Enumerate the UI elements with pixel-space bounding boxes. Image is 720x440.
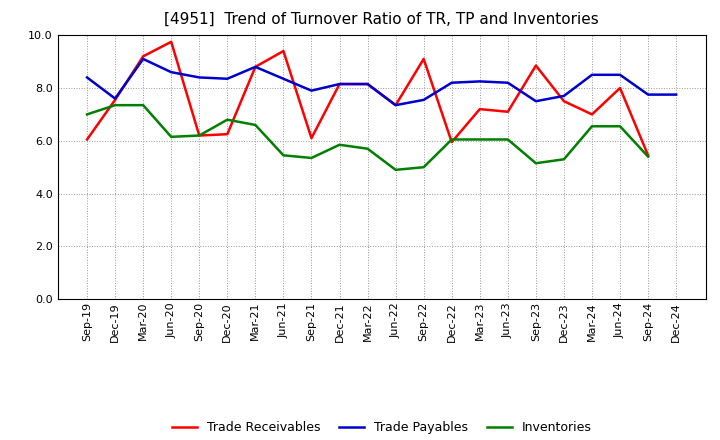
Inventories bbox=[307, 155, 316, 161]
Inventories bbox=[559, 157, 568, 162]
Trade Receivables bbox=[195, 133, 204, 138]
Trade Receivables bbox=[588, 112, 596, 117]
Inventories bbox=[616, 124, 624, 129]
Trade Payables bbox=[644, 92, 652, 97]
Trade Payables bbox=[588, 72, 596, 77]
Trade Payables bbox=[111, 96, 120, 101]
Trade Receivables bbox=[559, 99, 568, 104]
Inventories bbox=[83, 112, 91, 117]
Trade Payables bbox=[251, 64, 260, 70]
Trade Payables bbox=[419, 97, 428, 103]
Trade Receivables bbox=[503, 109, 512, 114]
Trade Payables bbox=[364, 81, 372, 87]
Title: [4951]  Trend of Turnover Ratio of TR, TP and Inventories: [4951] Trend of Turnover Ratio of TR, TP… bbox=[164, 12, 599, 27]
Inventories bbox=[167, 134, 176, 139]
Trade Receivables bbox=[447, 139, 456, 145]
Trade Payables bbox=[447, 80, 456, 85]
Legend: Trade Receivables, Trade Payables, Inventories: Trade Receivables, Trade Payables, Inven… bbox=[166, 416, 597, 439]
Inventories bbox=[531, 161, 540, 166]
Trade Receivables bbox=[223, 132, 232, 137]
Trade Receivables bbox=[139, 54, 148, 59]
Line: Inventories: Inventories bbox=[87, 105, 648, 170]
Inventories bbox=[111, 103, 120, 108]
Trade Payables bbox=[167, 70, 176, 75]
Trade Receivables bbox=[531, 63, 540, 68]
Trade Payables bbox=[531, 99, 540, 104]
Trade Receivables bbox=[364, 81, 372, 87]
Trade Payables bbox=[616, 72, 624, 77]
Trade Payables bbox=[279, 76, 288, 81]
Line: Trade Payables: Trade Payables bbox=[87, 59, 676, 105]
Trade Receivables bbox=[307, 136, 316, 141]
Line: Trade Receivables: Trade Receivables bbox=[87, 42, 648, 155]
Inventories bbox=[336, 142, 344, 147]
Inventories bbox=[503, 137, 512, 142]
Trade Receivables bbox=[83, 137, 91, 142]
Trade Payables bbox=[503, 80, 512, 85]
Trade Receivables bbox=[167, 39, 176, 44]
Trade Payables bbox=[559, 93, 568, 99]
Trade Payables bbox=[139, 56, 148, 62]
Trade Payables bbox=[336, 81, 344, 87]
Inventories bbox=[279, 153, 288, 158]
Trade Receivables bbox=[251, 64, 260, 70]
Inventories bbox=[139, 103, 148, 108]
Trade Receivables bbox=[419, 56, 428, 62]
Trade Payables bbox=[195, 75, 204, 80]
Inventories bbox=[475, 137, 484, 142]
Trade Receivables bbox=[616, 85, 624, 91]
Inventories bbox=[364, 146, 372, 151]
Trade Receivables bbox=[391, 103, 400, 108]
Inventories bbox=[223, 117, 232, 122]
Trade Receivables bbox=[644, 153, 652, 158]
Inventories bbox=[588, 124, 596, 129]
Trade Receivables bbox=[336, 81, 344, 87]
Trade Payables bbox=[83, 75, 91, 80]
Inventories bbox=[391, 167, 400, 172]
Inventories bbox=[447, 137, 456, 142]
Inventories bbox=[251, 122, 260, 128]
Inventories bbox=[644, 154, 652, 159]
Trade Payables bbox=[391, 103, 400, 108]
Inventories bbox=[195, 133, 204, 138]
Trade Receivables bbox=[111, 97, 120, 103]
Trade Receivables bbox=[279, 48, 288, 54]
Trade Payables bbox=[223, 76, 232, 81]
Trade Payables bbox=[672, 92, 680, 97]
Inventories bbox=[419, 165, 428, 170]
Trade Receivables bbox=[475, 106, 484, 112]
Trade Payables bbox=[475, 79, 484, 84]
Trade Payables bbox=[307, 88, 316, 93]
